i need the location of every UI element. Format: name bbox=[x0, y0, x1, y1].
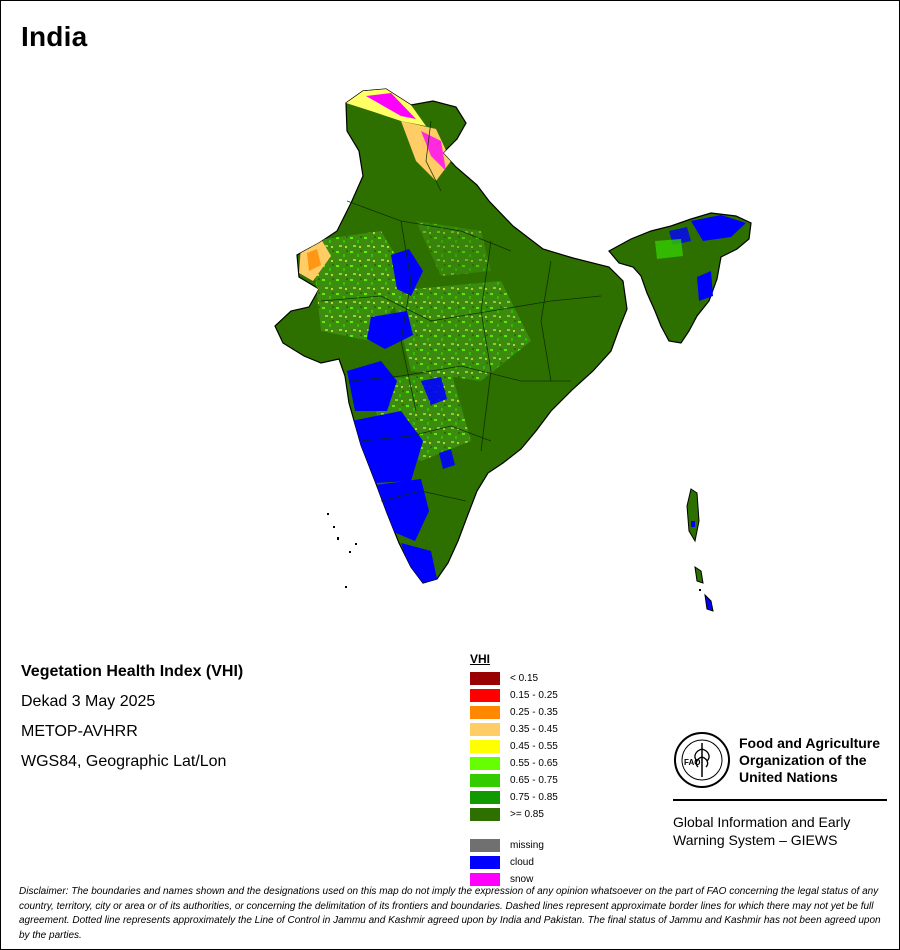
legend-title: VHI bbox=[470, 652, 491, 666]
legend-item-cloud: cloud bbox=[470, 854, 600, 871]
legend-label: 0.65 - 0.75 bbox=[510, 775, 558, 786]
fao-logo-letter: FAO bbox=[684, 758, 700, 767]
giews-line: Warning System – GIEWS bbox=[673, 832, 838, 848]
legend-swatch bbox=[470, 856, 500, 869]
fao-divider bbox=[673, 799, 887, 801]
projection-label: WGS84, Geographic Lat/Lon bbox=[21, 753, 227, 770]
fao-branding: FAO Food and Agriculture Organization of… bbox=[673, 731, 893, 849]
andaman-nicobar-islands bbox=[686, 488, 714, 612]
legend-item: 0.75 - 0.85 bbox=[470, 789, 600, 806]
legend-item: >= 0.85 bbox=[470, 806, 600, 823]
fao-name-line: Organization of the bbox=[739, 751, 867, 768]
legend-item: 0.15 - 0.25 bbox=[470, 687, 600, 704]
legend-swatch bbox=[470, 839, 500, 852]
map-metadata: Vegetation Health Index (VHI) Dekad 3 Ma… bbox=[21, 657, 361, 777]
legend-label: cloud bbox=[510, 857, 534, 868]
legend-label: 0.45 - 0.55 bbox=[510, 741, 558, 752]
legend-item: 0.55 - 0.65 bbox=[470, 755, 600, 772]
legend-label: >= 0.85 bbox=[510, 809, 544, 820]
vhi-legend: VHI < 0.15 0.15 - 0.25 0.25 - 0.35 0.35 … bbox=[470, 652, 600, 888]
lakshadweep-islands bbox=[327, 513, 357, 588]
legend-swatch bbox=[470, 689, 500, 702]
legend-swatch bbox=[470, 757, 500, 770]
legend-swatch bbox=[470, 774, 500, 787]
legend-swatch bbox=[470, 808, 500, 821]
giews-name: Global Information and Early Warning Sys… bbox=[673, 813, 893, 849]
fao-name-line: Food and Agriculture bbox=[739, 734, 881, 751]
legend-label: 0.15 - 0.25 bbox=[510, 690, 558, 701]
period-label: Dekad 3 May 2025 bbox=[21, 693, 156, 710]
legend-label: 0.35 - 0.45 bbox=[510, 724, 558, 735]
vhi-map bbox=[251, 81, 781, 621]
legend-swatch bbox=[470, 873, 500, 886]
legend-label: 0.55 - 0.65 bbox=[510, 758, 558, 769]
admin-boundaries bbox=[320, 120, 602, 502]
legend-label: missing bbox=[510, 840, 544, 851]
legend-item: 0.35 - 0.45 bbox=[470, 721, 600, 738]
fao-logo-icon: FAO bbox=[674, 732, 730, 788]
legend-item-snow: snow bbox=[470, 871, 600, 888]
legend-swatch bbox=[470, 723, 500, 736]
legend-label: snow bbox=[510, 874, 534, 885]
giews-line: Global Information and Early bbox=[673, 814, 851, 830]
legend-label: < 0.15 bbox=[510, 673, 539, 684]
legend-item: < 0.15 bbox=[470, 670, 600, 687]
fao-name-line: United Nations bbox=[739, 768, 838, 785]
fao-org-name: Food and Agriculture Organization of the… bbox=[739, 735, 880, 786]
northeast-india bbox=[608, 212, 752, 344]
legend-item: 0.65 - 0.75 bbox=[470, 772, 600, 789]
india-vhi-map-graphic bbox=[274, 88, 752, 612]
legend-label: 0.75 - 0.85 bbox=[510, 792, 558, 803]
legend-label: 0.25 - 0.35 bbox=[510, 707, 558, 718]
legend-item: 0.45 - 0.55 bbox=[470, 738, 600, 755]
legend-swatch bbox=[470, 791, 500, 804]
legend-swatch bbox=[470, 740, 500, 753]
disclaimer-text: Disclaimer: The boundaries and names sho… bbox=[19, 886, 881, 941]
legend-swatch bbox=[470, 672, 500, 685]
sensor-label: METOP-AVHRR bbox=[21, 723, 138, 740]
legend-swatch bbox=[470, 706, 500, 719]
legend-item: 0.25 - 0.35 bbox=[470, 704, 600, 721]
legend-item-missing: missing bbox=[470, 837, 600, 854]
map-title: India bbox=[21, 21, 88, 52]
index-name: Vegetation Health Index (VHI) bbox=[21, 663, 244, 680]
